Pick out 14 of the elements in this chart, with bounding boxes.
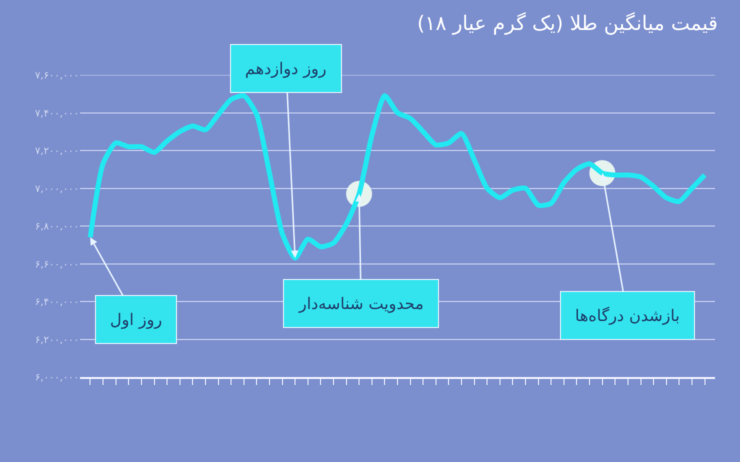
y-tick-label: ۷,۶۰۰,۰۰۰	[35, 70, 79, 82]
y-tick-label: ۶,۲۰۰,۰۰۰	[35, 334, 79, 346]
y-tick-label: ۶,۶۰۰,۰۰۰	[35, 259, 79, 270]
y-tick-label: ۷,۴۰۰,۰۰۰	[35, 108, 79, 120]
y-tick-label: ۷,۲۰۰,۰۰۰	[35, 146, 79, 157]
annotation: روز دوازدهم	[245, 59, 326, 78]
annotation: محدویت شناسه‌دار	[298, 294, 424, 313]
annotation: بازشدن درگاه‌ها	[575, 306, 680, 325]
annotation: روز اول	[110, 310, 162, 329]
y-tick-label: ۶,۰۰۰,۰۰۰	[35, 372, 79, 384]
y-tick-label: ۷,۰۰۰,۰۰۰	[35, 184, 79, 195]
chart-title: قیمت میانگین طلا (یک گرم عیار ۱۸)	[417, 11, 718, 36]
y-tick-label: ۶,۸۰۰,۰۰۰	[35, 222, 79, 232]
y-tick-label: ۶,۴۰۰,۰۰۰	[35, 297, 79, 308]
